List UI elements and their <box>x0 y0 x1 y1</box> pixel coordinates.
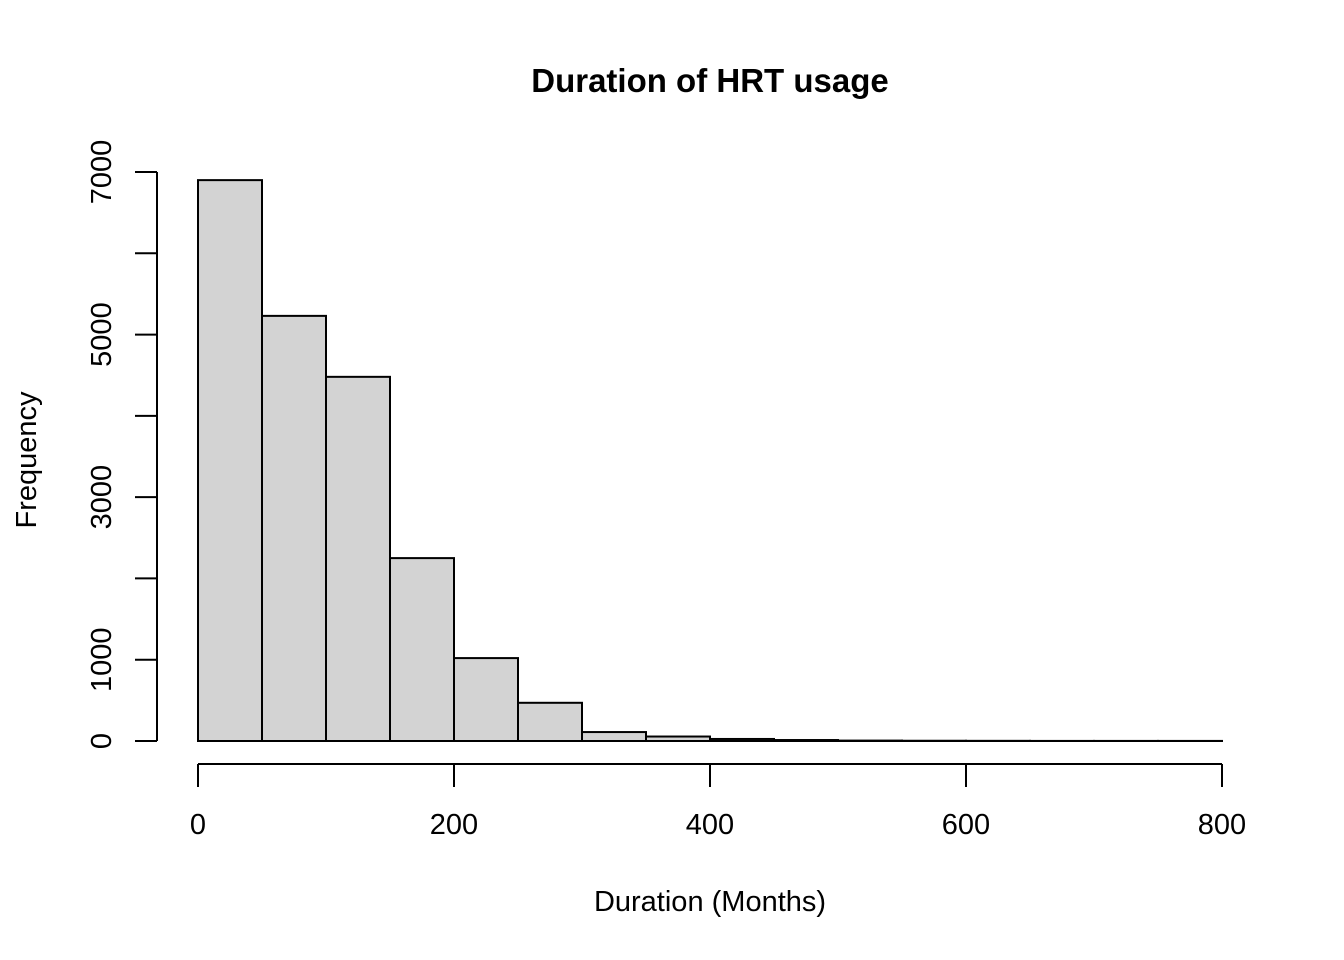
y-tick-label: 3000 <box>86 465 118 530</box>
chart-title: Duration of HRT usage <box>531 62 889 99</box>
y-axis-label: Frequency <box>11 391 43 529</box>
x-axis-label: Duration (Months) <box>594 886 826 918</box>
histogram-bar <box>773 739 839 743</box>
bars-group <box>197 179 1223 743</box>
x-tick-label: 200 <box>430 809 478 841</box>
histogram-bar <box>453 657 519 742</box>
histogram-bar <box>645 735 711 743</box>
histogram-bar <box>709 737 775 742</box>
x-tick-label: 0 <box>190 809 206 841</box>
x-tick-label: 400 <box>686 809 734 841</box>
y-tick-label: 5000 <box>86 302 118 367</box>
histogram-bar <box>325 375 391 742</box>
histogram-bar <box>581 731 647 743</box>
y-tick-label: 7000 <box>86 140 118 205</box>
y-tick-label: 0 <box>86 733 118 749</box>
y-tick-label: 1000 <box>86 627 118 692</box>
x-tick-label: 800 <box>1198 809 1246 841</box>
histogram-bar <box>389 557 455 742</box>
x-tick-label: 600 <box>942 809 990 841</box>
y-axis: 0 1000 3000 5000 7000 <box>86 140 158 749</box>
histogram-bar <box>517 701 583 742</box>
histogram-bar <box>261 314 327 742</box>
histogram-bar <box>197 179 263 742</box>
x-axis: 0 200 400 600 800 <box>190 763 1246 841</box>
